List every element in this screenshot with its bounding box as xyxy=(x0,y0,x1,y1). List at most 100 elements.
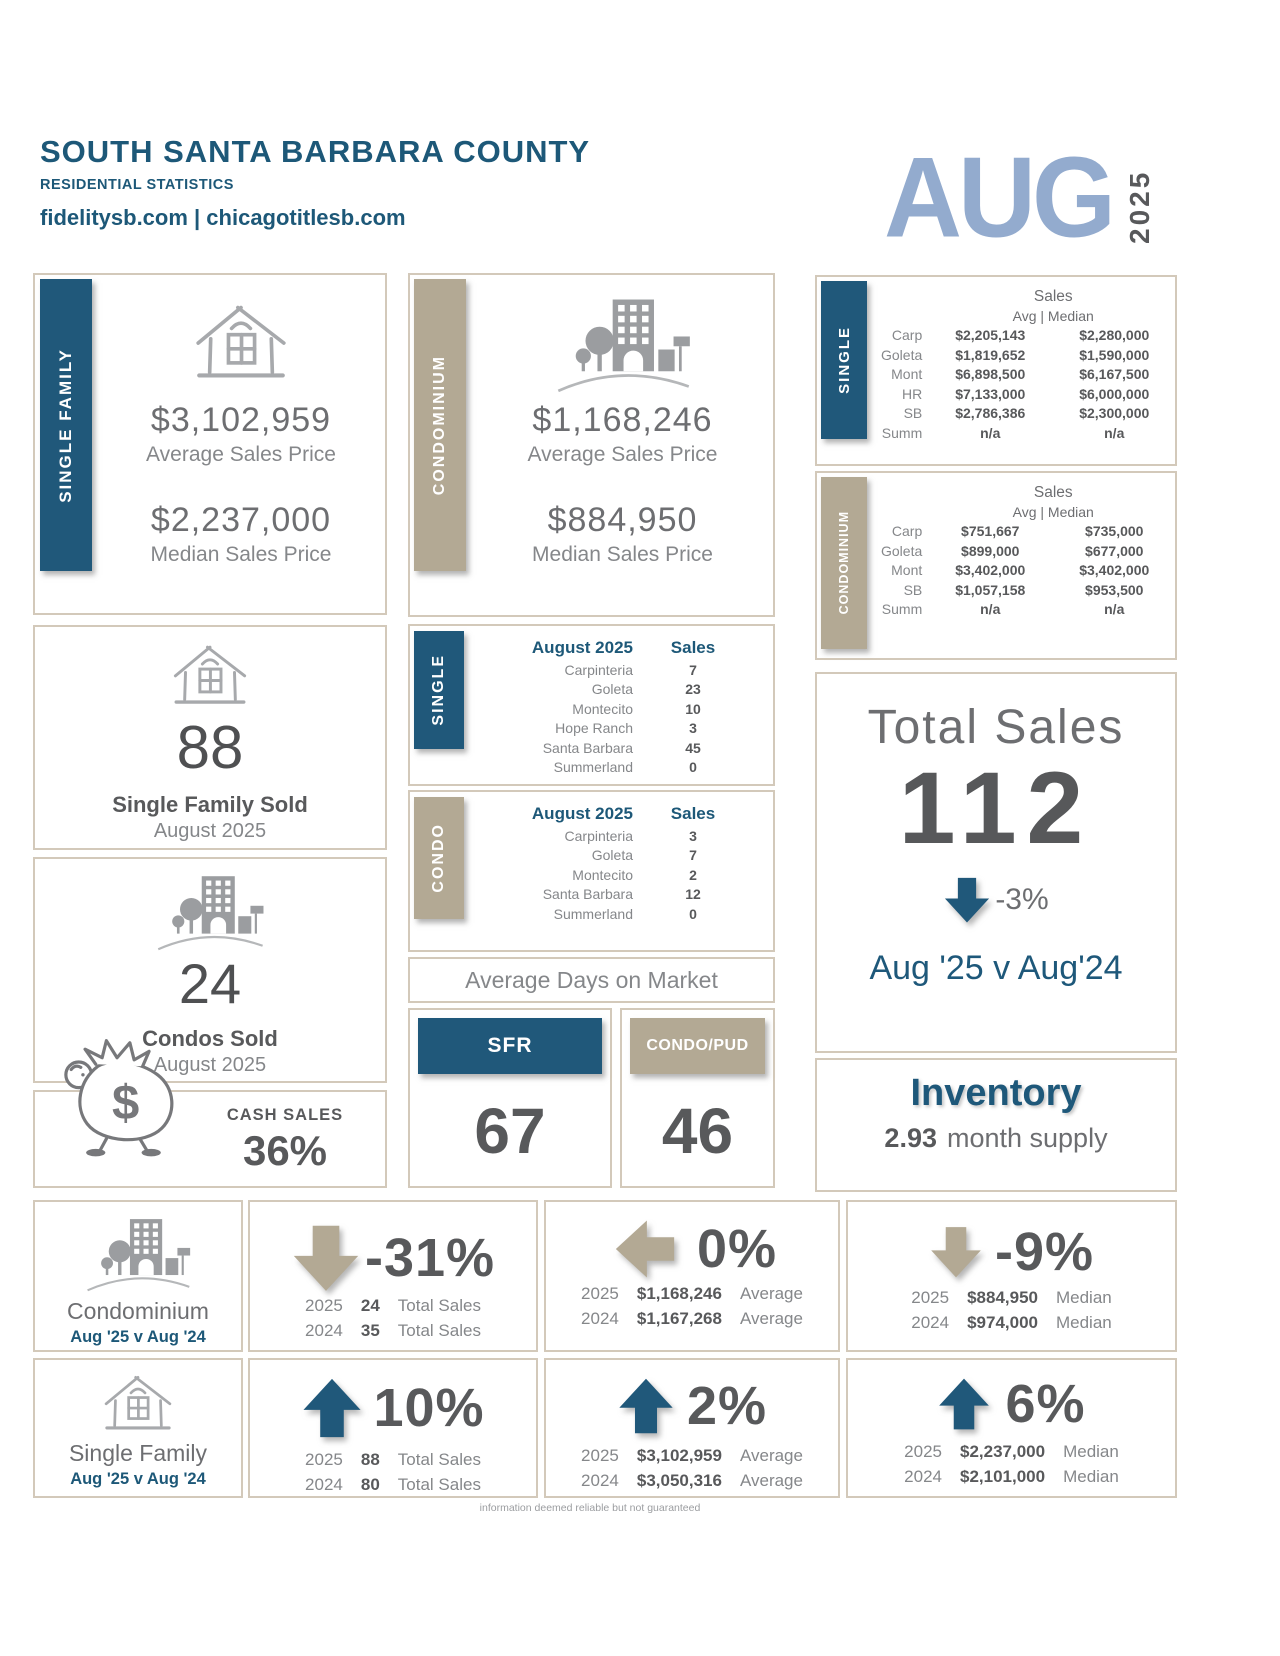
city-label: Goleta xyxy=(591,847,633,863)
sales-header: Sales xyxy=(670,638,716,657)
condo-total-sales-pct: -31% xyxy=(364,1228,496,1288)
area-avg-value: n/a xyxy=(980,601,1001,617)
condos-sold-count: 24 xyxy=(178,952,242,1015)
area-label: Summ xyxy=(881,424,923,441)
area-avg-value: $7,133,000 xyxy=(955,385,1026,402)
total-sales-title: Total Sales xyxy=(867,701,1125,754)
condo-building-icon xyxy=(556,298,691,393)
single-city-tab: SINGLE xyxy=(414,631,464,749)
city-label: Summerland xyxy=(553,905,633,922)
condo-median-pct: -9% xyxy=(994,1222,1095,1282)
area-avg-value: $751,667 xyxy=(961,523,1020,539)
city-sales-value: 3 xyxy=(689,827,697,844)
sales-header: Sales xyxy=(1033,484,1073,501)
area-median-value: $735,000 xyxy=(1085,523,1144,539)
yoy-value: 35 xyxy=(360,1321,380,1340)
area-median-value: $2,300,000 xyxy=(1079,405,1150,421)
condominium-prices-tab: CONDOMINIUM xyxy=(821,477,867,649)
sales-header: Sales xyxy=(1033,288,1073,305)
yoy-year: 2024 xyxy=(581,1471,619,1490)
yoy-metric-label: Average xyxy=(739,1446,803,1465)
days-on-market-title: Average Days on Market xyxy=(465,966,718,993)
condo-total-sales-yoy-cell: -31% 2025 24 Total Sales 2024 35 Total S… xyxy=(248,1200,538,1352)
yoy-value: $3,050,316 xyxy=(636,1471,722,1490)
city-label: Goleta xyxy=(591,681,633,697)
house-icon xyxy=(173,645,247,704)
single-area-prices-table: Sales Avg | Median Carp $2,205,143 $2,28… xyxy=(881,287,1163,443)
condos-sold-period: August 2025 xyxy=(153,1054,267,1076)
total-sales-panel: Total Sales 112 -3% Aug '25 v Aug'24 xyxy=(815,672,1177,1053)
up-arrow-icon xyxy=(619,1378,673,1434)
area-median-value: $2,280,000 xyxy=(1079,327,1150,343)
sf-median-yoy-cell: 6% 2025 $2,237,000 Median 2024 $2,101,00… xyxy=(846,1358,1177,1498)
condo-median-price: $884,950 xyxy=(547,501,698,539)
area-label: SB xyxy=(903,405,923,421)
cash-sales-content: CASH SALES 36% xyxy=(195,1106,375,1175)
sf-yoy-comparison: Aug '25 v Aug '24 xyxy=(70,1470,206,1488)
sf-average-pct: 2% xyxy=(686,1376,768,1436)
condos-sold-content: 24 Condos Sold August 2025 xyxy=(35,859,385,1081)
single-area-prices-panel: Sales Avg | Median Carp $2,205,143 $2,28… xyxy=(815,275,1177,466)
month-header: August 2025 xyxy=(531,804,633,823)
avg-median-header: Avg | Median xyxy=(1012,307,1094,324)
condo-average-pct: 0% xyxy=(696,1219,778,1279)
yoy-year: 2025 xyxy=(581,1284,619,1303)
area-label: Goleta xyxy=(881,346,923,363)
city-sales-value: 3 xyxy=(689,720,697,736)
house-icon xyxy=(104,1375,172,1430)
yoy-metric-label: Median xyxy=(1063,1467,1119,1486)
sfr-days-value: 67 xyxy=(474,1095,546,1167)
city-sales-value: 45 xyxy=(685,739,701,756)
condos-sold-panel: 24 Condos Sold August 2025 xyxy=(33,857,387,1083)
area-label: HR xyxy=(902,385,923,402)
total-sales-value: 112 xyxy=(898,751,1094,865)
condominium-price-content: $1,168,246 Average Sales Price $884,950 … xyxy=(478,275,767,615)
total-sales-comparison: Aug '25 v Aug'24 xyxy=(869,949,1123,987)
yoy-metric-label: Median xyxy=(1055,1288,1112,1307)
total-sales-change: -3% xyxy=(995,883,1049,916)
yoy-year: 2024 xyxy=(904,1467,942,1486)
condo-area-prices-table: Sales Avg | Median Carp $751,667 $735,00… xyxy=(881,483,1163,620)
condo-median-yoy-cell: -9% 2025 $884,950 Median 2024 $974,000 M… xyxy=(846,1200,1177,1352)
month-label: AUG xyxy=(884,132,1116,261)
sf-average-label: Average Sales Price xyxy=(146,443,336,466)
yoy-value: 24 xyxy=(360,1296,380,1315)
inventory-unit: month supply xyxy=(946,1123,1108,1153)
yoy-value: $974,000 xyxy=(967,1313,1038,1332)
left-arrow-icon xyxy=(615,1220,675,1278)
city-sales-value: 7 xyxy=(689,661,697,678)
condo-yoy-label-cell: Condominium Aug '25 v Aug '24 xyxy=(33,1200,243,1352)
sfr-header: SFR xyxy=(418,1018,602,1074)
up-arrow-icon xyxy=(303,1378,361,1438)
down-arrow-icon xyxy=(945,877,990,923)
single-family-tab: SINGLE FAMILY xyxy=(40,279,92,571)
city-sales-value: 0 xyxy=(689,905,697,922)
yoy-value: $3,102,959 xyxy=(636,1446,722,1465)
yoy-year: 2025 xyxy=(305,1296,343,1315)
down-arrow-icon xyxy=(293,1225,359,1291)
area-label: SB xyxy=(903,581,923,598)
yoy-value: $884,950 xyxy=(967,1288,1038,1307)
area-label: Carp xyxy=(891,327,923,343)
area-label: Summ xyxy=(881,601,923,617)
sf-average-yoy-cell: 2% 2025 $3,102,959 Average 2024 $3,050,3… xyxy=(544,1358,840,1498)
sales-header: Sales xyxy=(670,804,716,823)
city-sales-value: 23 xyxy=(685,681,701,697)
month-header: August 2025 xyxy=(531,638,633,657)
city-label: Summerland xyxy=(553,759,633,775)
city-sales-value: 0 xyxy=(689,759,697,775)
city-label: Carpinteria xyxy=(564,827,633,844)
yoy-metric-label: Average xyxy=(739,1284,803,1303)
condo-building-icon xyxy=(86,1218,192,1292)
area-avg-value: n/a xyxy=(980,424,1001,441)
sf-yoy-label: Single Family xyxy=(68,1440,208,1466)
money-bag-icon xyxy=(64,1039,174,1158)
website-links[interactable]: fidelitysb.com | chicagotitlesb.com xyxy=(40,205,406,230)
city-sales-value: 7 xyxy=(689,847,697,863)
house-icon xyxy=(182,295,300,389)
condominium-price-panel: $1,168,246 Average Sales Price $884,950 … xyxy=(408,273,775,617)
area-avg-value: $2,786,386 xyxy=(955,405,1026,421)
yoy-metric-label: Total Sales xyxy=(397,1321,481,1340)
days-on-market-header: Average Days on Market xyxy=(408,957,775,1003)
yoy-value: 80 xyxy=(360,1475,380,1494)
